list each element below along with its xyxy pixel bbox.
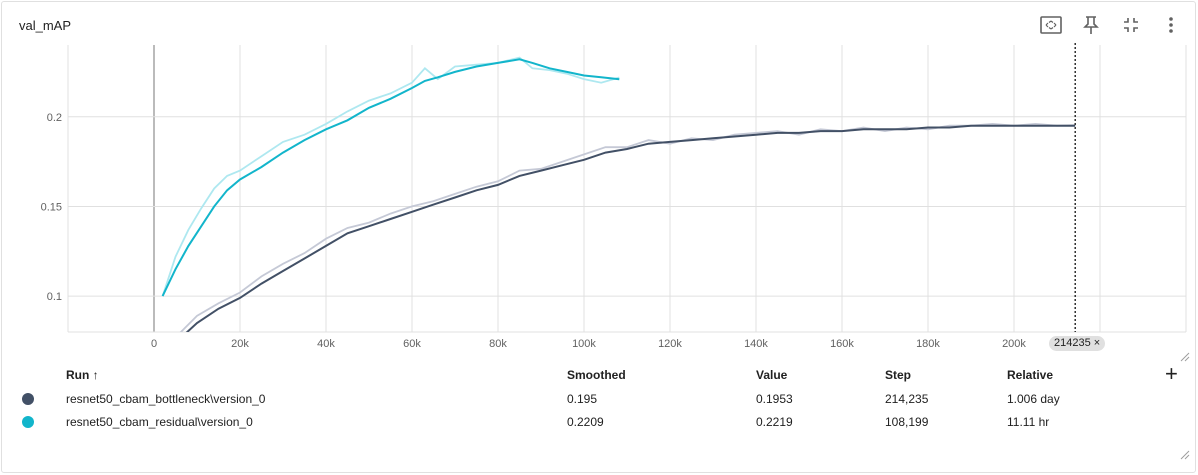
x-tick-label: 160k (830, 338, 854, 350)
x-tick-label: 20k (231, 338, 249, 350)
y-tick-label: 0.2 (47, 112, 62, 124)
header-run[interactable]: Run ↑ (66, 368, 99, 382)
chart-grid (67, 45, 1187, 333)
header-relative[interactable]: Relative (1007, 368, 1054, 382)
resize-handle-icon[interactable] (1180, 450, 1190, 460)
resize-handle-icon[interactable] (1180, 352, 1190, 362)
x-tick-label: 120k (658, 338, 682, 350)
header-value[interactable]: Value (756, 368, 788, 382)
hover-step-pill[interactable]: 214235 × (1049, 336, 1106, 351)
y-tick-label: 0.15 (41, 201, 62, 213)
run-color-dot (22, 393, 34, 405)
x-tick-label: 40k (317, 338, 335, 350)
raw-value: 0.2219 (756, 415, 793, 429)
relative-value: 11.11 hr (1007, 415, 1050, 429)
smoothed-series-line (161, 58, 620, 297)
card-toolbar (1038, 12, 1184, 38)
x-axis-ticks: 0 20k 40k 60k 80k 100k 120k 140k 160k 180k 200k (151, 338, 1026, 350)
step-value: 214,235 (885, 392, 929, 406)
smoothed-value: 0.2209 (567, 415, 604, 429)
y-axis-ticks: 0.1 0.15 0.2 (41, 112, 62, 303)
run-color-dot (22, 416, 34, 428)
chart-series (161, 56, 1076, 332)
x-tick-label: 140k (744, 338, 768, 350)
pin-icon[interactable] (1078, 12, 1104, 38)
relative-value: 1.006 day (1007, 392, 1060, 406)
chart-title: val_mAP (19, 18, 72, 33)
raw-series-line (161, 56, 620, 297)
x-tick-label: 200k (1002, 338, 1026, 350)
header-step[interactable]: Step (885, 368, 912, 382)
x-tick-label: 0 (151, 338, 157, 350)
run-name: resnet50_cbam_bottleneck\version_0 (66, 392, 266, 406)
x-tick-label: 100k (572, 338, 596, 350)
smoothed-value: 0.195 (567, 392, 598, 406)
x-tick-label: 180k (916, 338, 940, 350)
header-smoothed[interactable]: Smoothed (567, 368, 626, 382)
x-tick-label: 60k (403, 338, 421, 350)
more-vert-icon[interactable] (1158, 12, 1184, 38)
x-tick-label: 80k (489, 338, 507, 350)
run-name: resnet50_cbam_residual\version_0 (66, 415, 253, 429)
add-column-button[interactable]: + (1165, 361, 1178, 386)
raw-series-line (179, 122, 1076, 332)
y-tick-label: 0.1 (47, 291, 62, 303)
fit-domain-icon[interactable] (1038, 12, 1064, 38)
fullscreen-icon[interactable] (1118, 12, 1144, 38)
smoothed-series-line (185, 124, 1076, 332)
raw-value: 0.1953 (756, 392, 793, 406)
step-value: 108,199 (885, 415, 929, 429)
line-chart[interactable]: 0 20k 40k 60k 80k 100k 120k 140k 160k 180k 200k 0.… (0, 0, 1198, 360)
